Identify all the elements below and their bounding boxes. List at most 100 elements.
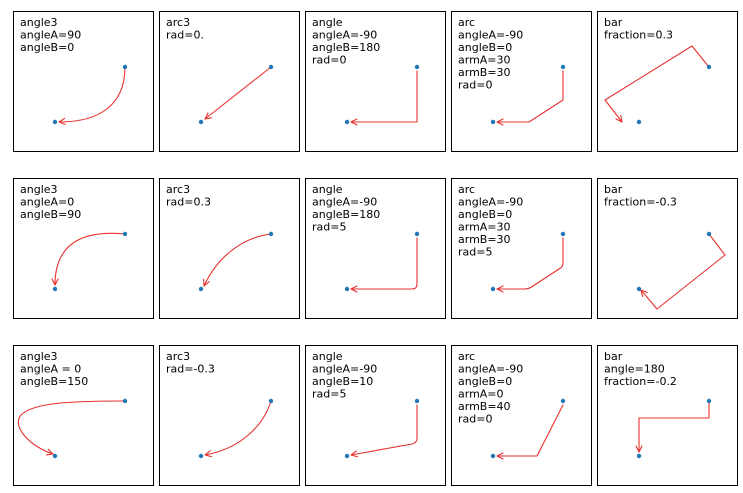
start-point xyxy=(268,398,274,404)
style-panel: arc angleA=-90 angleB=0 armA=30 armB=30 rad=0 xyxy=(451,11,592,152)
end-point xyxy=(490,286,496,292)
start-point xyxy=(706,231,712,237)
end-point xyxy=(52,453,58,459)
style-label-line: rad=-0.3 xyxy=(166,363,215,376)
end-point xyxy=(344,453,350,459)
style-label-line: bar xyxy=(604,183,623,196)
style-label: angle angleA=-90 angleB=180 rad=0 xyxy=(312,16,380,67)
end-point xyxy=(344,286,350,292)
arrowhead xyxy=(350,450,359,458)
end-point xyxy=(636,453,642,459)
arrowhead xyxy=(58,117,66,125)
arrowhead xyxy=(51,278,59,286)
connector-path xyxy=(17,400,126,455)
style-label-line: fraction=-0.3 xyxy=(604,196,677,209)
style-label: arc3 rad=0.3 xyxy=(166,183,211,209)
arrowhead xyxy=(350,118,358,126)
connector-path xyxy=(496,237,564,290)
style-panel: arc3 rad=0.3 xyxy=(159,178,300,319)
style-label-line: armA=30 xyxy=(458,54,511,67)
panel-frame xyxy=(451,11,592,152)
style-label-line: angle xyxy=(312,183,343,196)
panel-frame xyxy=(451,345,592,486)
style-label-line: rad=0. xyxy=(166,29,204,42)
start-point xyxy=(706,398,712,404)
start-point xyxy=(414,64,420,70)
panel-frame xyxy=(13,11,154,152)
start-point xyxy=(414,231,420,237)
style-label-line: angleB=0 xyxy=(458,208,512,221)
connector-path xyxy=(496,404,564,457)
style-panel: angle3 angleA=90 angleB=0 xyxy=(13,11,154,152)
panel-frame xyxy=(13,345,154,486)
style-label-line: angleA=0 xyxy=(20,196,74,209)
style-label-line: angleB=0 xyxy=(20,41,74,54)
start-point xyxy=(706,64,712,70)
style-label-line: arc3 xyxy=(166,183,190,196)
connector-path xyxy=(350,70,418,123)
end-point xyxy=(198,453,204,459)
style-panel: angle angleA=-90 angleB=180 rad=5 xyxy=(305,178,446,319)
start-point xyxy=(122,398,128,404)
style-label-line: rad=5 xyxy=(312,388,346,401)
panel-frame xyxy=(597,178,738,319)
style-panel: angle3 angleA=0 angleB=90 xyxy=(13,178,154,319)
arrowhead xyxy=(204,112,213,120)
panel-frame xyxy=(597,11,738,152)
connector-path xyxy=(58,66,126,123)
arrowhead xyxy=(496,452,504,460)
style-panel: bar fraction=0.3 xyxy=(597,11,738,152)
style-label-line: angleA=-90 xyxy=(312,29,377,42)
style-label-line: angleB=150 xyxy=(20,375,88,388)
arrowhead xyxy=(496,285,504,293)
style-label: arc angleA=-90 angleB=0 armA=30 armB=30 rad=5 xyxy=(458,183,523,259)
connector-path xyxy=(496,70,564,123)
connector-path xyxy=(604,45,710,123)
panel-frame xyxy=(597,345,738,486)
start-point xyxy=(414,398,420,404)
style-panel: arc angleA=-90 angleB=0 armA=0 armB=40 rad=0 xyxy=(451,345,592,486)
arrowhead xyxy=(496,118,504,126)
arrowhead xyxy=(204,450,213,458)
style-label: arc3 rad=-0.3 xyxy=(166,350,215,376)
style-label-line: fraction=0.3 xyxy=(604,29,673,42)
style-label-line: angleB=90 xyxy=(20,208,81,221)
style-panel: angle angleA=-90 angleB=180 rad=0 xyxy=(305,11,446,152)
connector-path xyxy=(204,400,272,456)
end-point xyxy=(198,119,204,125)
style-label-line: angle xyxy=(312,350,343,363)
style-panel: arc3 rad=0. xyxy=(159,11,300,152)
style-label-line: fraction=-0.2 xyxy=(604,375,677,388)
style-label-line: angle3 xyxy=(20,16,58,29)
connector-path xyxy=(350,237,418,290)
start-point xyxy=(122,231,128,237)
arrowhead xyxy=(635,445,643,453)
style-label-line: arc xyxy=(458,350,475,363)
connector-path xyxy=(54,232,126,286)
style-label: angle angleA=-90 angleB=10 rad=5 xyxy=(312,350,377,401)
start-point xyxy=(268,64,274,70)
style-label-line: angleA=-90 xyxy=(458,363,523,376)
start-point xyxy=(560,398,566,404)
style-label-line: angleA=-90 xyxy=(458,29,523,42)
start-point xyxy=(560,64,566,70)
style-label-line: rad=0 xyxy=(458,413,492,426)
style-label: angle3 angleA = 0 angleB=150 xyxy=(20,350,88,388)
style-label-line: armB=30 xyxy=(458,233,511,246)
style-label: arc angleA=-90 angleB=0 armA=30 armB=30 rad=0 xyxy=(458,16,523,92)
style-panel: bar angle=180 fraction=-0.2 xyxy=(597,345,738,486)
style-label-line: arc3 xyxy=(166,16,190,29)
connector-path xyxy=(203,233,272,287)
style-label: angle angleA=-90 angleB=180 rad=5 xyxy=(312,183,380,234)
panel-frame xyxy=(305,11,446,152)
panel-frame xyxy=(305,345,446,486)
style-label-line: angleB=180 xyxy=(312,41,380,54)
style-label-line: angleA=90 xyxy=(20,29,81,42)
arrowhead xyxy=(45,448,54,456)
style-label-line: armB=30 xyxy=(458,66,511,79)
style-label: angle3 angleA=0 angleB=90 xyxy=(20,183,81,221)
style-label-line: armA=30 xyxy=(458,221,511,234)
end-point xyxy=(636,286,642,292)
panel-frame xyxy=(451,178,592,319)
